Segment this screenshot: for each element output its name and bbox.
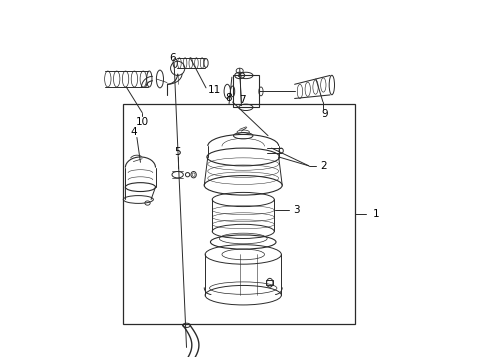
Text: 5: 5	[174, 147, 181, 157]
Text: 11: 11	[208, 85, 221, 95]
Bar	[266, 280, 273, 284]
Text: 7: 7	[239, 95, 246, 105]
Text: 10: 10	[136, 117, 149, 126]
Text: 9: 9	[321, 109, 328, 120]
Text: 3: 3	[293, 205, 300, 215]
Bar	[122, 104, 355, 324]
Bar	[233, 76, 259, 107]
Text: 6: 6	[169, 53, 175, 63]
Text: 4: 4	[130, 127, 137, 137]
Text: 1: 1	[373, 209, 379, 219]
Text: 8: 8	[226, 94, 232, 103]
Text: 2: 2	[320, 161, 327, 171]
